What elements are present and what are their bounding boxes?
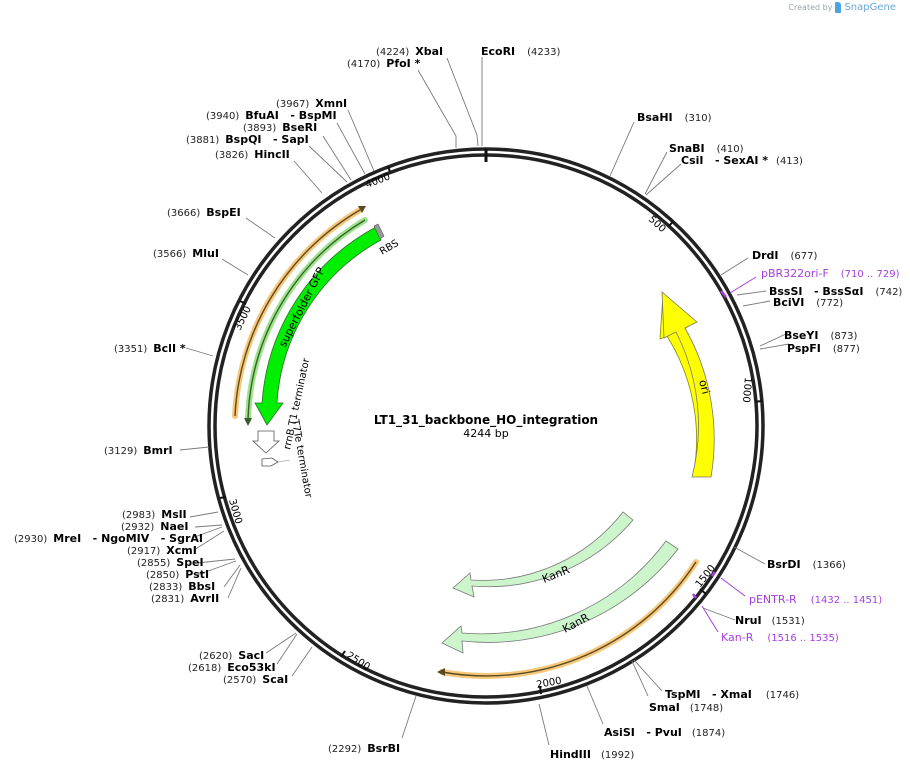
primer-pentr-r[interactable]: pENTR-R (1432 .. 1451) <box>749 593 882 606</box>
feature-rbs-label: RBS <box>378 238 401 258</box>
site-csii[interactable]: CsiI - SexAI * (413) <box>681 154 803 167</box>
site-pspfi[interactable]: PspFI (877) <box>787 342 860 355</box>
feature-t7te-label: T7Te terminator <box>289 418 314 500</box>
site-pfoi[interactable]: (4170) PfoI * <box>347 57 421 70</box>
site-bbsi[interactable]: (2833) BbsI <box>149 580 215 593</box>
primer-kan-r[interactable]: Kan-R (1516 .. 1535) <box>721 631 839 644</box>
site-naei[interactable]: (2932) NaeI <box>121 520 188 533</box>
feature-ori[interactable]: ori <box>659 291 719 478</box>
site-smai[interactable]: SmaI (1748) <box>649 701 723 714</box>
site-eco53ki[interactable]: (2618) Eco53kI <box>188 661 276 674</box>
site-bsahi[interactable]: BsaHI (310) <box>637 111 712 124</box>
site-bcivi[interactable]: BciVI (772) <box>773 296 843 309</box>
site-spei[interactable]: (2855) SpeI <box>137 556 204 569</box>
plasmid-length: 4244 bp <box>463 427 508 440</box>
site-bsrbi[interactable]: (2292) BsrBI <box>328 742 400 755</box>
tick-label: 500 <box>646 214 668 235</box>
primer-leaders <box>692 276 757 633</box>
site-drdi[interactable]: DrdI (677) <box>752 249 818 262</box>
feature-kanr-inner[interactable]: KanR <box>452 511 634 598</box>
orf-orange-top[interactable] <box>232 206 366 419</box>
site-saci[interactable]: (2620) SacI <box>199 649 264 662</box>
site-bfuai[interactable]: (3940) BfuAI - BspMI <box>206 109 337 122</box>
site-bseyi[interactable]: BseYI (873) <box>784 329 857 342</box>
site-bcli[interactable]: (3351) BclI * <box>114 342 186 355</box>
site-bsrdi[interactable]: BsrDI (1366) <box>767 558 846 571</box>
site-asisi[interactable]: AsiSI - PvuI (1874) <box>604 726 725 739</box>
site-hincii[interactable]: (3826) HincII <box>215 148 290 161</box>
site-mrei[interactable]: (2930) MreI - NgoMIV - SgrAI <box>14 532 203 545</box>
credit-brand: SnapGene <box>844 2 896 13</box>
orf-green[interactable] <box>244 217 368 426</box>
primer-labels: pBR322ori-F (710 .. 729) pENTR-R (1432 .. … <box>721 267 900 644</box>
site-avrii[interactable]: (2831) AvrII <box>151 592 219 605</box>
primer-pbr322ori-f[interactable]: pBR322ori-F (710 .. 729) <box>761 267 900 280</box>
site-bseri[interactable]: (3893) BseRI <box>243 121 317 134</box>
snapgene-logo-icon <box>835 2 842 13</box>
site-xmni[interactable]: (3967) XmnI <box>276 97 347 110</box>
plasmid-name: LT1_31_backbone_HO_integration <box>374 413 598 428</box>
site-nrui[interactable]: NruI (1531) <box>735 614 805 627</box>
orf-orange-bottom[interactable] <box>437 559 699 679</box>
tick-label: 2500 <box>344 650 371 673</box>
tick-label: 2000 <box>536 676 563 691</box>
site-psti[interactable]: (2850) PstI <box>146 568 209 581</box>
site-bspqi[interactable]: (3881) BspQI - SapI <box>186 133 309 146</box>
site-xbai[interactable]: (4224) XbaI <box>376 45 443 58</box>
feature-kanr-label: KanR <box>540 563 572 586</box>
credit-prefix: Created by <box>788 3 833 12</box>
site-hindiii[interactable]: HindIII (1992) <box>550 748 634 761</box>
site-tspmi[interactable]: TspMI - XmaI (1746) <box>665 688 799 701</box>
site-msli[interactable]: (2983) MslI <box>122 508 187 521</box>
feature-kanr-outer[interactable]: KanR <box>441 540 679 654</box>
feature-ori-label: ori <box>696 378 712 395</box>
tick-label: 1000 <box>740 377 753 403</box>
site-scai[interactable]: (2570) ScaI <box>223 673 288 686</box>
site-xcmi[interactable]: (2917) XcmI <box>127 544 197 557</box>
site-mlui[interactable]: (3566) MluI <box>153 247 219 260</box>
site-bmri[interactable]: (3129) BmrI <box>104 444 173 457</box>
site-labels: EcoRI (4233) (4224) XbaI (4170) PfoI * (396… <box>14 45 902 761</box>
backbone <box>207 147 765 705</box>
site-bsssi[interactable]: BssSI - BssSαI (742) <box>769 285 902 298</box>
site-leaders <box>179 57 790 746</box>
site-ecori[interactable]: EcoRI (4233) <box>481 45 561 58</box>
snapgene-credit: Created by SnapGene <box>788 2 896 13</box>
site-bspei[interactable]: (3666) BspEI <box>167 206 241 219</box>
site-snabi[interactable]: SnaBI (410) <box>669 142 744 155</box>
